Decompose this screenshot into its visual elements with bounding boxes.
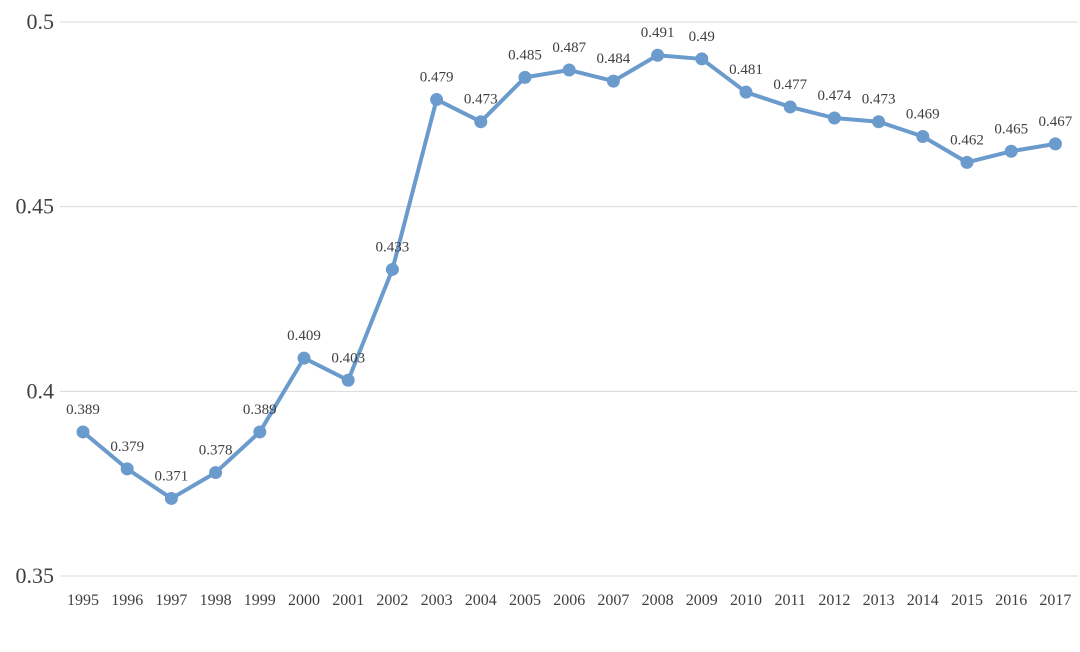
y-axis-ticks: 0.35 0.4 0.45 0.5 <box>16 9 55 588</box>
data-label: 0.469 <box>906 106 940 122</box>
data-point <box>164 491 178 505</box>
data-label: 0.479 <box>420 70 454 86</box>
x-tick-label: 2013 <box>863 592 895 609</box>
data-point <box>1048 137 1062 151</box>
data-label: 0.465 <box>994 121 1028 137</box>
data-point <box>960 155 974 169</box>
x-tick-label: 2014 <box>907 592 939 609</box>
data-point <box>872 115 886 129</box>
data-point <box>827 111 841 125</box>
data-label: 0.473 <box>862 92 896 108</box>
data-label: 0.467 <box>1039 114 1073 130</box>
data-point <box>474 115 488 129</box>
data-label: 0.378 <box>199 443 233 459</box>
data-point <box>651 48 665 62</box>
data-label: 0.433 <box>376 239 410 255</box>
data-point <box>209 466 223 480</box>
data-point <box>76 425 90 439</box>
y-tick-label: 0.45 <box>16 194 55 219</box>
data-point <box>341 373 355 387</box>
x-tick-label: 2004 <box>465 592 497 609</box>
x-tick-label: 1998 <box>200 592 232 609</box>
data-point <box>783 100 797 114</box>
x-tick-label: 2006 <box>553 592 585 609</box>
data-point <box>297 351 311 365</box>
data-label: 0.474 <box>818 88 852 104</box>
data-label: 0.473 <box>464 92 498 108</box>
y-tick-label: 0.35 <box>16 563 55 588</box>
data-labels: 0.389 0.379 0.371 0.378 0.389 0.409 0.403 0.433… <box>66 25 1073 484</box>
data-label: 0.491 <box>641 25 675 41</box>
x-axis-ticks: 1995 1996 1997 1998 1999 2000 2001 2002 2003 2004… <box>67 592 1071 609</box>
data-point <box>430 93 444 107</box>
data-point <box>916 129 930 143</box>
x-tick-label: 2003 <box>421 592 453 609</box>
x-tick-label: 2012 <box>818 592 850 609</box>
x-tick-label: 2007 <box>597 592 629 609</box>
data-label: 0.371 <box>155 468 189 484</box>
data-point <box>562 63 576 77</box>
x-tick-label: 2002 <box>376 592 408 609</box>
grid-lines <box>60 21 1078 577</box>
x-tick-label: 1996 <box>111 592 143 609</box>
data-label: 0.409 <box>287 328 321 344</box>
data-label: 0.481 <box>729 62 763 78</box>
x-tick-label: 2008 <box>642 592 674 609</box>
x-tick-label: 2009 <box>686 592 718 609</box>
x-tick-label: 2000 <box>288 592 320 609</box>
data-label: 0.485 <box>508 47 542 63</box>
data-label: 0.49 <box>689 29 715 45</box>
y-tick-label: 0.5 <box>27 9 55 34</box>
data-label: 0.389 <box>243 402 277 418</box>
x-tick-label: 2001 <box>332 592 364 609</box>
data-point <box>385 262 399 276</box>
data-label: 0.403 <box>331 350 365 366</box>
x-tick-label: 2016 <box>995 592 1027 609</box>
data-point <box>1004 144 1018 158</box>
data-point <box>253 425 267 439</box>
x-tick-label: 2017 <box>1039 592 1071 609</box>
data-label: 0.389 <box>66 402 100 418</box>
x-tick-label: 2015 <box>951 592 983 609</box>
data-label: 0.379 <box>110 439 144 455</box>
data-label: 0.462 <box>950 132 984 148</box>
data-point <box>606 74 620 88</box>
series-points <box>76 48 1062 505</box>
x-tick-label: 2011 <box>774 592 805 609</box>
data-point <box>739 85 753 99</box>
data-label: 0.477 <box>773 77 807 93</box>
x-tick-label: 1999 <box>244 592 276 609</box>
data-point <box>120 462 134 476</box>
data-point <box>695 52 709 66</box>
x-tick-label: 1995 <box>67 592 99 609</box>
x-tick-label: 2005 <box>509 592 541 609</box>
data-point <box>518 70 532 84</box>
data-label: 0.484 <box>597 51 631 67</box>
x-tick-label: 2010 <box>730 592 762 609</box>
y-tick-label: 0.4 <box>27 378 55 403</box>
x-tick-label: 1997 <box>155 592 187 609</box>
data-label: 0.487 <box>552 40 586 56</box>
